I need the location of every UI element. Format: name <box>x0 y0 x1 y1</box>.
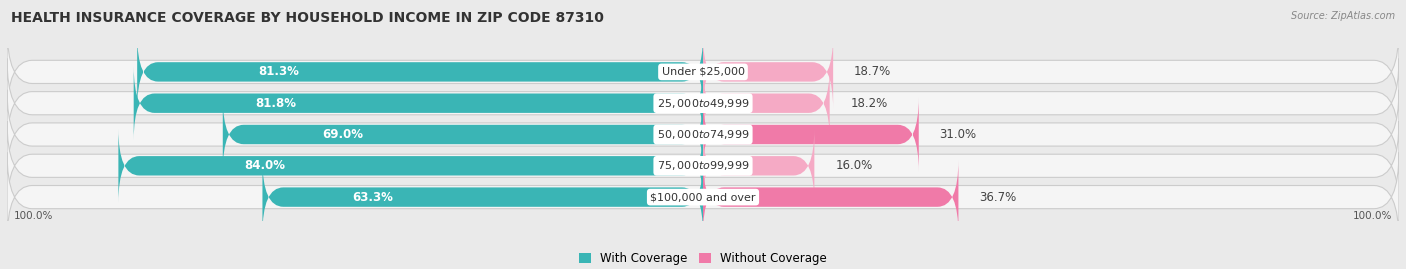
FancyBboxPatch shape <box>703 160 959 234</box>
Text: 100.0%: 100.0% <box>1353 211 1392 221</box>
Text: $50,000 to $74,999: $50,000 to $74,999 <box>657 128 749 141</box>
Text: 18.7%: 18.7% <box>853 65 891 78</box>
FancyBboxPatch shape <box>118 129 703 203</box>
FancyBboxPatch shape <box>7 121 1399 211</box>
Text: 63.3%: 63.3% <box>352 191 394 204</box>
Text: 81.8%: 81.8% <box>256 97 297 110</box>
FancyBboxPatch shape <box>7 152 1399 242</box>
Text: 16.0%: 16.0% <box>835 159 873 172</box>
FancyBboxPatch shape <box>263 160 703 234</box>
FancyBboxPatch shape <box>7 90 1399 179</box>
Text: $25,000 to $49,999: $25,000 to $49,999 <box>657 97 749 110</box>
Text: 84.0%: 84.0% <box>245 159 285 172</box>
FancyBboxPatch shape <box>134 66 703 140</box>
FancyBboxPatch shape <box>703 129 814 203</box>
FancyBboxPatch shape <box>703 97 918 172</box>
Legend: With Coverage, Without Coverage: With Coverage, Without Coverage <box>574 247 832 269</box>
Text: 36.7%: 36.7% <box>980 191 1017 204</box>
Text: Source: ZipAtlas.com: Source: ZipAtlas.com <box>1291 11 1395 21</box>
Text: 18.2%: 18.2% <box>851 97 887 110</box>
Text: 69.0%: 69.0% <box>322 128 363 141</box>
Text: HEALTH INSURANCE COVERAGE BY HOUSEHOLD INCOME IN ZIP CODE 87310: HEALTH INSURANCE COVERAGE BY HOUSEHOLD I… <box>11 11 605 25</box>
Text: 81.3%: 81.3% <box>259 65 299 78</box>
FancyBboxPatch shape <box>138 35 703 109</box>
FancyBboxPatch shape <box>703 66 830 140</box>
FancyBboxPatch shape <box>703 35 834 109</box>
FancyBboxPatch shape <box>222 97 703 172</box>
Text: Under $25,000: Under $25,000 <box>661 67 745 77</box>
FancyBboxPatch shape <box>7 27 1399 117</box>
Text: 100.0%: 100.0% <box>14 211 53 221</box>
Text: $75,000 to $99,999: $75,000 to $99,999 <box>657 159 749 172</box>
Text: 31.0%: 31.0% <box>939 128 977 141</box>
FancyBboxPatch shape <box>7 58 1399 148</box>
Text: $100,000 and over: $100,000 and over <box>650 192 756 202</box>
